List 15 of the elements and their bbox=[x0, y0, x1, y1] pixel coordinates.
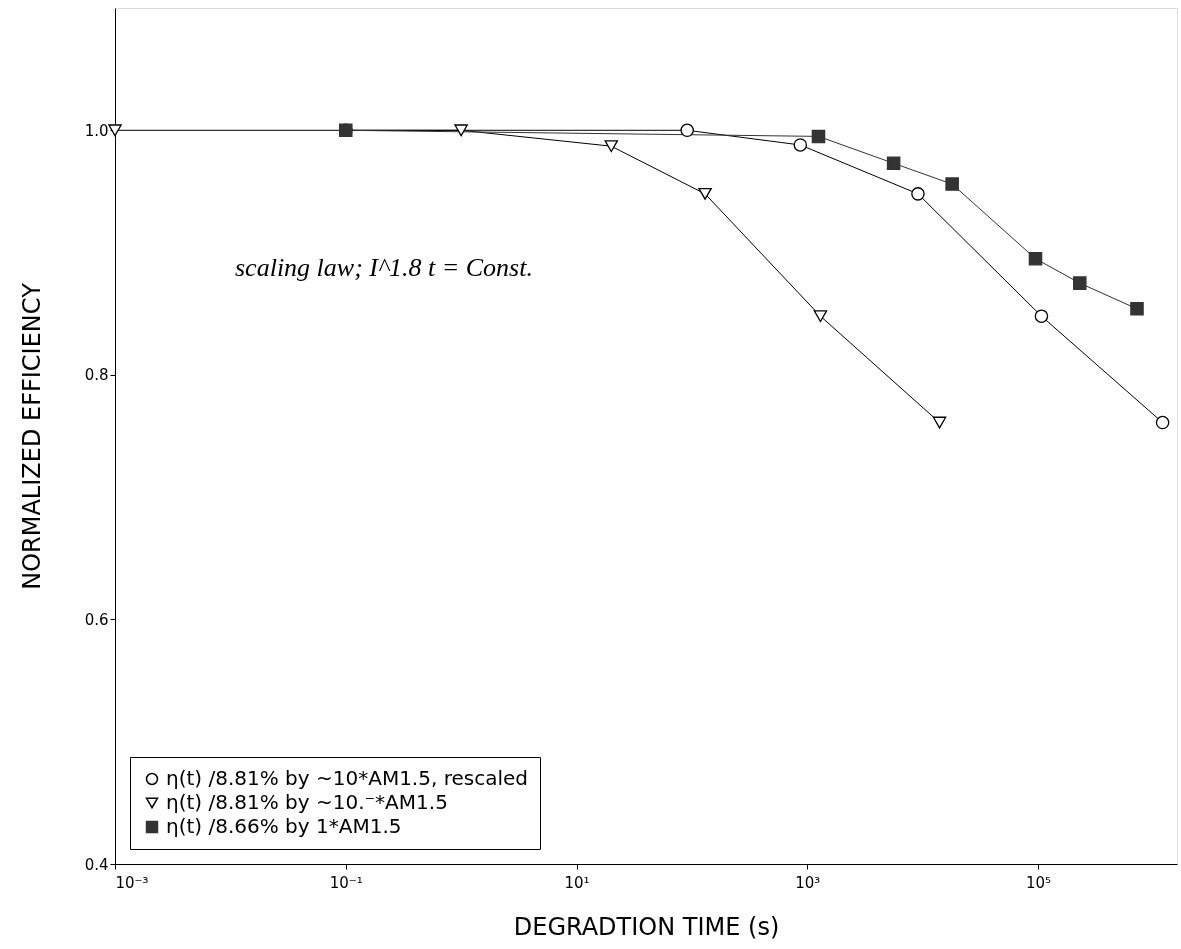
y-tick-label: 0.6 bbox=[84, 610, 109, 629]
legend-label: η(t) /8.66% by 1*AM1.5 bbox=[166, 814, 402, 838]
x-tick-label: 10¹ bbox=[564, 873, 590, 892]
legend-label: η(t) /8.81% by ~10*AM1.5, rescaled bbox=[166, 766, 528, 790]
y-tick-label: 0.8 bbox=[84, 366, 109, 385]
x-axis-title: DEGRADTION TIME (s) bbox=[513, 912, 780, 941]
x-tick-label: 10⁻³ bbox=[115, 873, 149, 892]
legend-label: η(t) /8.81% by ~10.⁻*AM1.5 bbox=[166, 790, 448, 814]
y-tick-label: 0.4 bbox=[84, 855, 109, 874]
x-tick-label: 10³ bbox=[795, 873, 821, 892]
x-tick-label: 10⁻¹ bbox=[329, 873, 363, 892]
annotation: scaling law; I^1.8 t = Const. bbox=[235, 253, 533, 282]
x-tick-label: 10⁵ bbox=[1026, 873, 1052, 892]
y-tick-label: 1.0 bbox=[84, 121, 109, 140]
y-axis-title: NORMALIZED EFFICIENCY bbox=[17, 282, 46, 590]
